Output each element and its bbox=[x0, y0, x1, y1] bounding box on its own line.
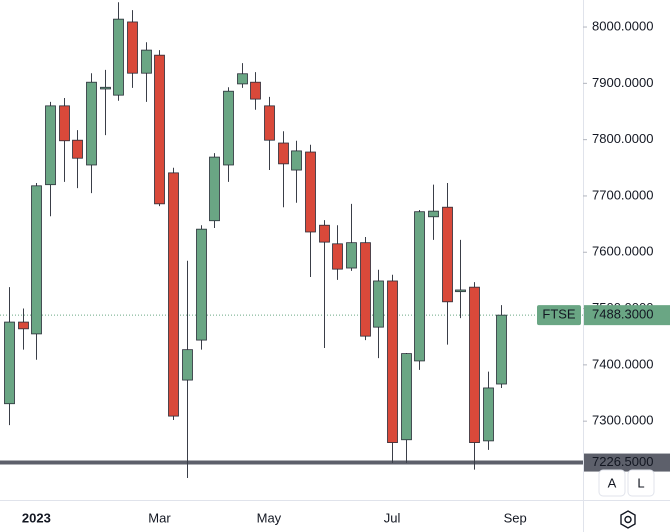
candle-body bbox=[442, 206, 453, 303]
scale-button[interactable]: A bbox=[598, 469, 626, 497]
hline-label-bg bbox=[584, 453, 670, 472]
x-tick-label: 2023 bbox=[22, 510, 51, 525]
hline-label: 7226.5000 bbox=[592, 454, 653, 469]
candle-body bbox=[196, 228, 207, 341]
y-tick-label: 7600.0000 bbox=[592, 244, 653, 259]
candle-body bbox=[428, 210, 439, 218]
y-tick-label: 7700.0000 bbox=[592, 187, 653, 202]
symbol-label: FTSE bbox=[542, 307, 576, 322]
candle-body bbox=[168, 172, 179, 417]
last-price-label: 7488.3000 bbox=[592, 307, 653, 322]
candle-body bbox=[86, 81, 97, 166]
button-bg bbox=[627, 469, 655, 497]
candle-body bbox=[18, 321, 29, 330]
symbol-label-bg bbox=[537, 305, 581, 326]
candle-body bbox=[319, 224, 330, 243]
candle-body bbox=[31, 185, 42, 335]
button-bg bbox=[598, 469, 626, 497]
candle-body bbox=[100, 86, 111, 90]
candle-body bbox=[483, 387, 494, 442]
candle-body bbox=[154, 54, 165, 205]
button-label: A bbox=[608, 475, 617, 490]
candle-body bbox=[496, 314, 507, 385]
candle-body bbox=[346, 242, 357, 269]
candle-body bbox=[278, 142, 289, 165]
x-tick-label: May bbox=[257, 510, 282, 525]
candle-body bbox=[45, 105, 56, 186]
y-tick-label: 7900.0000 bbox=[592, 75, 653, 90]
candle-body bbox=[59, 105, 70, 142]
candle-body bbox=[373, 280, 384, 328]
candle-body bbox=[127, 21, 138, 74]
candle-body bbox=[360, 242, 371, 337]
candle-body bbox=[113, 18, 124, 96]
y-tick-label: 7300.0000 bbox=[592, 413, 653, 428]
candle-body bbox=[401, 353, 412, 441]
candle-body bbox=[414, 211, 425, 362]
candle-body bbox=[250, 81, 261, 100]
x-tick-label: Jul bbox=[384, 510, 401, 525]
candle-body bbox=[209, 156, 220, 222]
settings-icon[interactable] bbox=[620, 510, 636, 529]
candle-body bbox=[469, 286, 480, 443]
candle-body bbox=[72, 139, 83, 159]
button-label: L bbox=[637, 475, 644, 490]
y-tick-label: 7400.0000 bbox=[592, 356, 653, 371]
scale-button[interactable]: L bbox=[627, 469, 655, 497]
candle-body bbox=[223, 90, 234, 166]
y-tick-label: 7800.0000 bbox=[592, 131, 653, 146]
candle-body bbox=[291, 150, 302, 171]
candle-body bbox=[4, 321, 15, 405]
candle-body bbox=[387, 280, 398, 443]
candle-body bbox=[141, 49, 152, 74]
candle-body bbox=[182, 349, 193, 381]
candle-body bbox=[305, 151, 316, 233]
candle-body bbox=[455, 289, 466, 293]
candle-body bbox=[264, 105, 275, 141]
x-tick-label: Mar bbox=[148, 510, 171, 525]
last-price-bg bbox=[584, 305, 670, 326]
y-tick-label: 8000.0000 bbox=[592, 18, 653, 33]
candle-body bbox=[332, 243, 343, 270]
gear-center bbox=[624, 515, 632, 524]
candle-body bbox=[237, 73, 248, 85]
x-tick-label: Sep bbox=[504, 510, 527, 525]
gear-shape bbox=[620, 510, 636, 529]
